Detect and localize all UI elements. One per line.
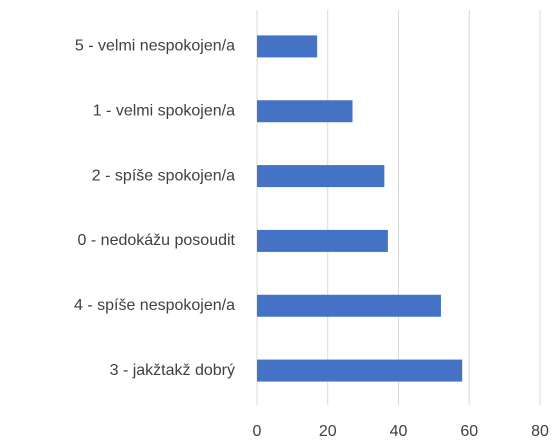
bar [257,229,388,252]
x-tick-label: 0 [253,423,262,440]
bar [257,100,353,123]
bar [257,165,385,188]
y-tick-label: 4 - spíše nespokojen/a [74,297,235,314]
y-tick-label: 5 - velmi nespokojen/a [75,38,235,55]
x-tick-label: 80 [531,423,549,440]
bar [257,359,463,382]
x-tick-label: 40 [390,423,408,440]
x-tick-label: 60 [460,423,478,440]
bar [257,294,441,317]
y-tick-label: 1 - velmi spokojen/a [93,102,235,119]
y-tick-label: 2 - spíše spokojen/a [92,167,235,184]
y-tick-label: 3 - jakžtakž dobrý [110,362,235,379]
x-tick-label: 20 [319,423,337,440]
y-tick-label: 0 - nedokážu posoudit [78,232,236,249]
bar [257,35,318,58]
